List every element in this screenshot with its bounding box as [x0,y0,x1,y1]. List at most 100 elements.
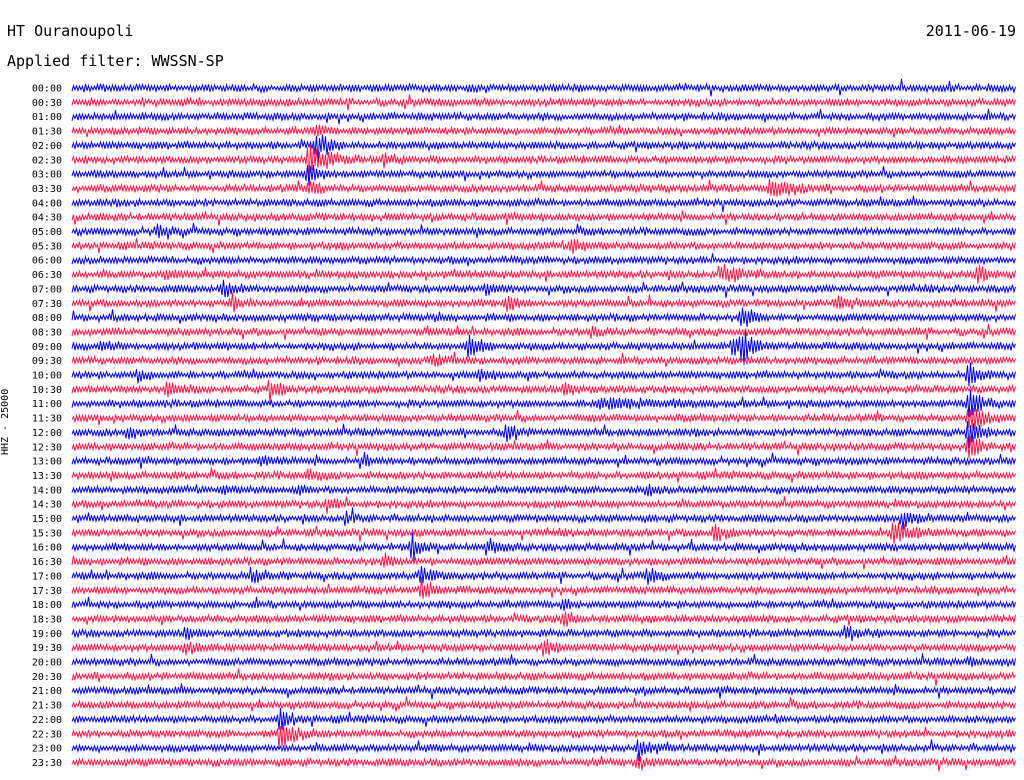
trace-line [71,596,1016,611]
trace-line [71,522,1016,544]
trace-line [71,389,1016,418]
row-label: 17:00 [32,571,62,582]
trace-line [71,483,1016,497]
row-label: 15:00 [32,514,62,525]
trace-line [71,625,1016,642]
trace-line [71,507,1016,530]
row-label: 14:30 [32,500,62,511]
trace-line [71,222,1016,240]
row-label: 13:30 [32,471,62,482]
row-label: 05:00 [32,227,62,238]
trace-line [71,577,1016,600]
row-label: 04:30 [32,213,62,224]
row-label: 10:00 [32,371,62,382]
filter-label: Applied filter: WWSSN-SP [7,52,224,70]
trace-line [71,753,1016,772]
row-label: 11:00 [32,399,62,410]
trace-line [71,351,1016,367]
trace-line [71,362,1016,387]
row-label: 20:30 [32,672,62,683]
row-label: 18:00 [32,600,62,611]
trace-line [71,496,1016,515]
trace-line [71,78,1016,97]
row-label: 02:30 [32,155,62,166]
trace-line [71,195,1016,213]
row-label: 05:30 [32,241,62,252]
row-label: 17:30 [32,586,62,597]
trace-line [71,279,1016,298]
row-label: 00:00 [32,84,62,95]
row-label: 21:30 [32,701,62,712]
trace-line [71,108,1016,125]
row-label: 08:30 [32,327,62,338]
trace-line [71,165,1016,186]
row-label: 00:30 [32,98,62,109]
trace-line [71,421,1016,449]
trace-line [71,739,1016,761]
row-label: 20:00 [32,658,62,669]
row-label: 09:00 [32,342,62,353]
trace-line [71,210,1016,226]
row-label: 13:00 [32,457,62,468]
trace-line [71,263,1016,284]
row-label: 06:00 [32,256,62,267]
trace-line [71,330,1016,365]
row-label: 01:30 [32,127,62,138]
row-label: 22:30 [32,729,62,740]
row-label: 11:30 [32,414,62,425]
trace-line [71,144,1016,180]
trace-line [71,178,1016,197]
trace-line [71,722,1016,749]
row-label: 01:00 [32,112,62,123]
row-label: 02:00 [32,141,62,152]
trace-line [71,451,1016,469]
row-label: 03:00 [32,170,62,181]
row-label: 06:30 [32,270,62,281]
trace-line [71,653,1016,668]
row-label: 19:00 [32,629,62,640]
trace-line [71,565,1016,585]
row-label: 16:00 [32,543,62,554]
trace-line [71,611,1016,627]
row-label: 22:00 [32,715,62,726]
trace-line [71,134,1016,163]
row-label: 07:00 [32,284,62,295]
row-labels: 00:00 00:30 01:00 01:30 02:00 02:30 03:00 03:30… [32,84,62,769]
trace-line [71,639,1016,657]
trace-line [71,238,1016,254]
row-label: 23:30 [32,758,62,769]
row-label: 14:00 [32,485,62,496]
row-label: 18:30 [32,614,62,625]
trace-line [71,323,1016,340]
row-label: 08:00 [32,313,62,324]
station-title: HT Ouranoupoli [7,22,134,40]
row-label: 04:00 [32,198,62,209]
row-label: 07:30 [32,299,62,310]
trace-line [71,94,1016,111]
seismic-traces [71,78,1016,772]
row-label: 19:30 [32,643,62,654]
trace-line [71,696,1016,712]
trace-line [71,292,1016,313]
row-label: 12:30 [32,442,62,453]
row-label: 23:00 [32,744,62,755]
row-label: 09:30 [32,356,62,367]
trace-line [71,124,1016,138]
date-label: 2011-06-19 [925,22,1016,40]
row-label: 03:30 [32,184,62,195]
trace-line [71,307,1016,327]
row-label: 21:00 [32,686,62,697]
trace-line [71,683,1016,700]
trace-line [71,532,1016,561]
trace-line [71,668,1016,686]
trace-line [71,407,1016,430]
trace-line [71,380,1016,404]
trace-line [71,708,1016,730]
row-label: 12:00 [32,428,62,439]
trace-line [71,552,1016,570]
trace-line [71,467,1016,483]
row-label: 10:30 [32,385,62,396]
row-label: 15:30 [32,528,62,539]
trace-line [71,253,1016,267]
